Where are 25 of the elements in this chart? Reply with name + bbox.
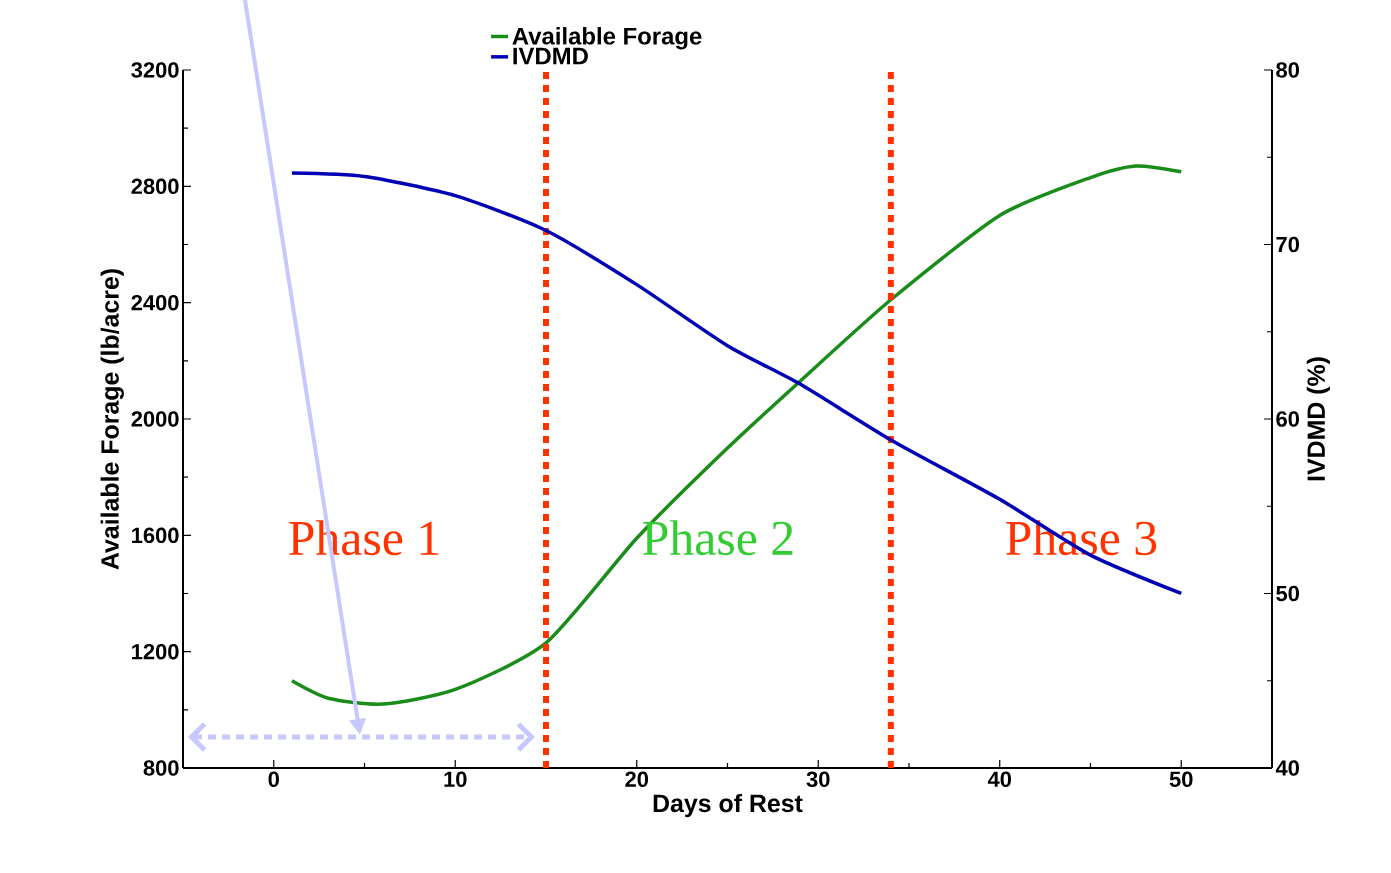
y2-tick-label: 80 bbox=[1276, 62, 1299, 78]
y2-tick-label: 60 bbox=[1276, 411, 1299, 427]
y-tick-label: 3200 bbox=[131, 62, 179, 78]
y-tick-label: 2800 bbox=[131, 178, 179, 195]
x-tick-label: 0 bbox=[268, 771, 279, 788]
y-tick-label: 2000 bbox=[131, 411, 179, 427]
x-tick-label: 50 bbox=[1169, 771, 1193, 788]
x-axis-title: Days of Rest bbox=[653, 793, 803, 818]
y2-tick-label: 40 bbox=[1275, 760, 1299, 776]
y2-axis-title: IVDMD (%) bbox=[1306, 357, 1330, 481]
x-tick-label: 40 bbox=[987, 771, 1012, 788]
line-series bbox=[290, 164, 1183, 706]
x-tick-label: 20 bbox=[625, 771, 649, 788]
y-tick-label: 2400 bbox=[131, 294, 179, 311]
annotation: Phase 1 bbox=[289, 520, 439, 556]
y-tick-label: 1200 bbox=[132, 643, 179, 660]
line-series bbox=[290, 171, 1183, 596]
annotation: Phase 2 bbox=[643, 520, 793, 556]
x-tick-label: 10 bbox=[444, 771, 467, 788]
y-axis-title: Available Forage (lb/acre) bbox=[100, 269, 124, 570]
y-tick-label: 800 bbox=[143, 760, 179, 776]
y2-tick-label: 50 bbox=[1276, 585, 1299, 602]
x-tick-label: 30 bbox=[806, 771, 830, 788]
y2-tick-label: 70 bbox=[1276, 236, 1299, 253]
y-tick-label: 1600 bbox=[132, 527, 179, 544]
